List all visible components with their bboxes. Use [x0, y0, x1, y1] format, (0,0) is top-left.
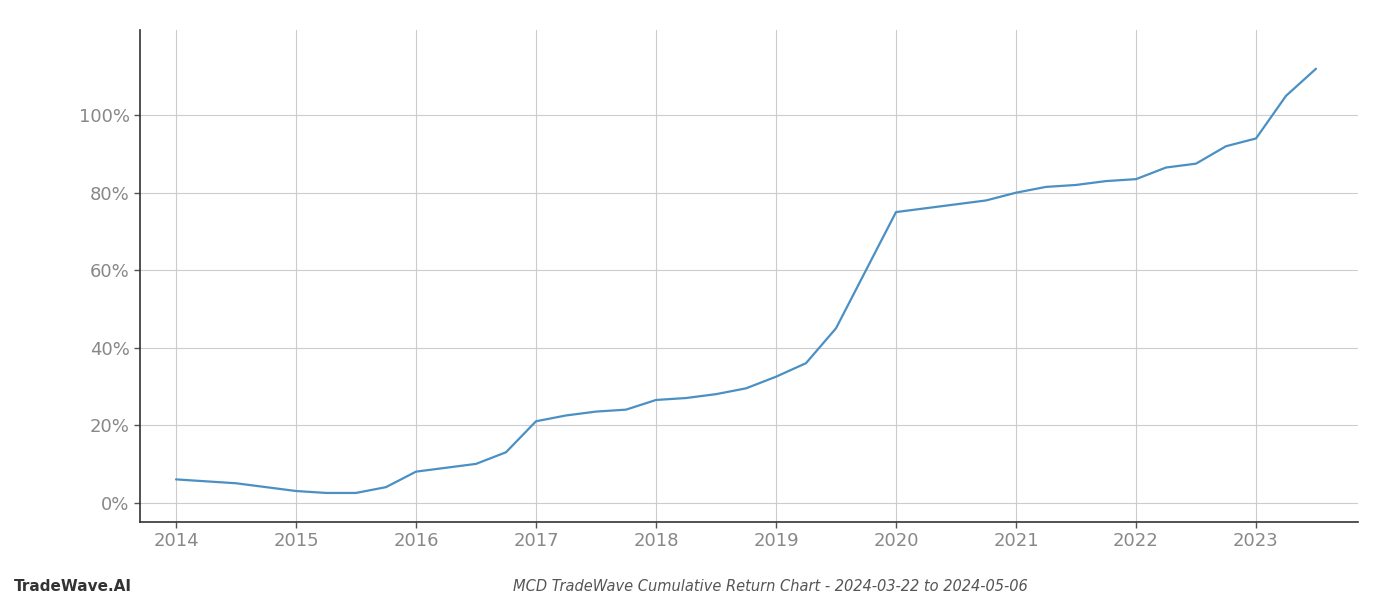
- Text: TradeWave.AI: TradeWave.AI: [14, 579, 132, 594]
- Text: MCD TradeWave Cumulative Return Chart - 2024-03-22 to 2024-05-06: MCD TradeWave Cumulative Return Chart - …: [512, 579, 1028, 594]
